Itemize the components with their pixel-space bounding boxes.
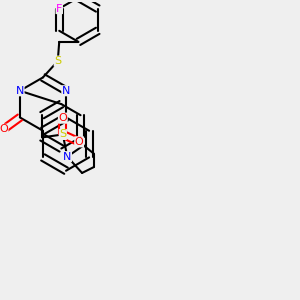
Text: S: S — [54, 56, 61, 66]
Text: O: O — [58, 113, 67, 123]
Text: O: O — [75, 137, 83, 147]
Text: N: N — [63, 152, 71, 162]
Text: N: N — [62, 86, 70, 96]
Text: S: S — [59, 130, 66, 140]
Text: N: N — [16, 86, 24, 96]
Text: F: F — [56, 4, 62, 14]
Text: O: O — [0, 124, 8, 134]
